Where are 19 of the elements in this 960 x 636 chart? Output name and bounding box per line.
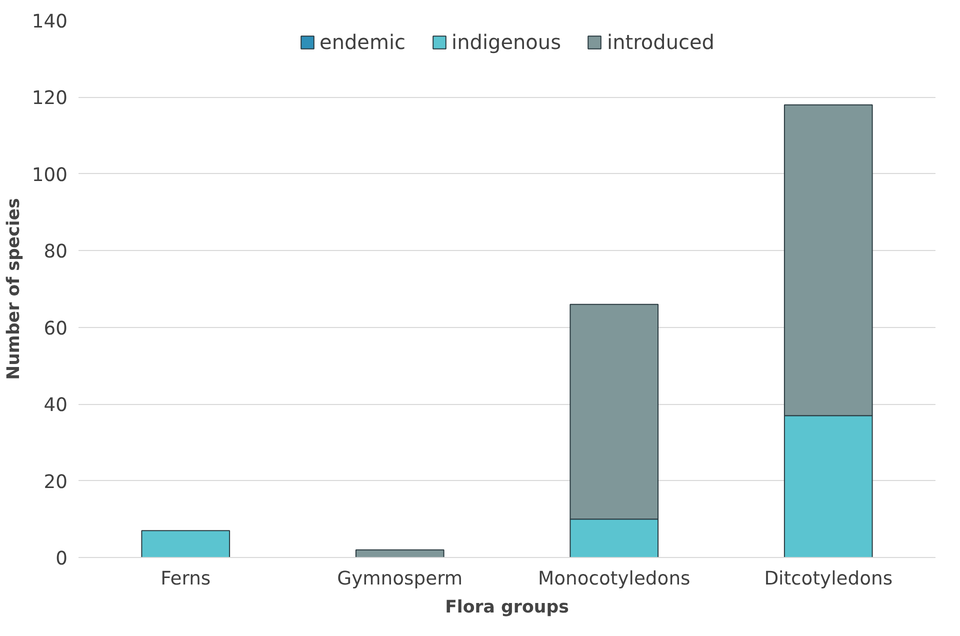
y-tick-label: 20 — [44, 472, 68, 493]
y-tick-label: 0 — [56, 548, 68, 570]
y-tick-label: 100 — [32, 164, 68, 186]
x-tick-label: Gymnosperm — [337, 568, 463, 590]
y-tick-label: 140 — [32, 12, 68, 32]
bar — [141, 530, 230, 558]
legend-label: endemic — [320, 30, 406, 54]
legend-label: indigenous — [452, 30, 562, 54]
x-tick-label: Ditcotyledons — [764, 568, 893, 590]
y-tick-label: 80 — [44, 242, 68, 263]
y-tick-label: 120 — [32, 88, 68, 110]
x-tick-label: Ferns — [160, 568, 211, 590]
y-tick-label: 40 — [44, 395, 68, 416]
y-axis-title: Number of species — [4, 198, 24, 380]
x-axis-title: Flora groups — [445, 598, 569, 618]
x-tick-label: Monocotyledons — [538, 568, 690, 590]
bar — [355, 549, 444, 558]
legend-label: introduced — [607, 30, 714, 54]
y-tick-label: 60 — [44, 318, 68, 340]
